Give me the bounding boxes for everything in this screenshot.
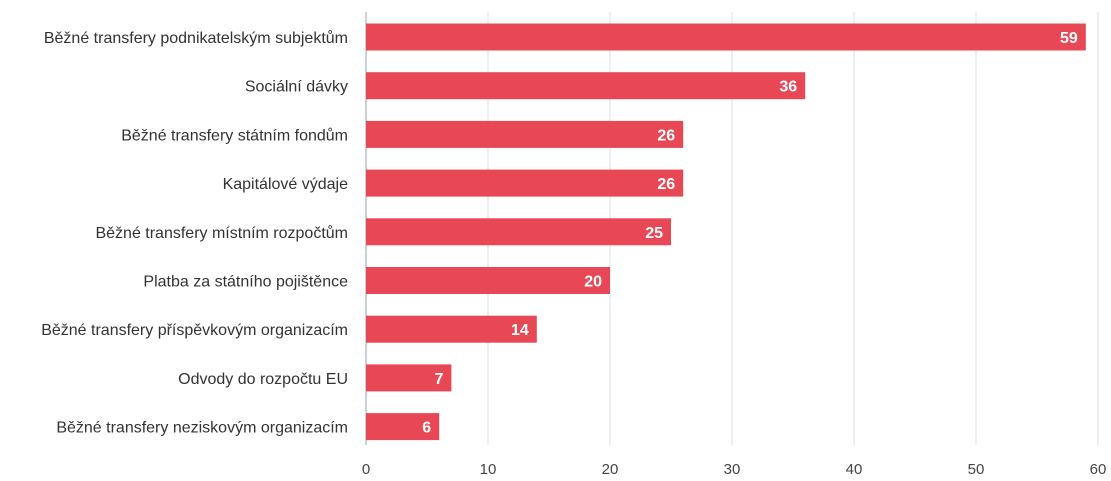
bar-2: [366, 72, 806, 100]
value-label-6: 20: [584, 274, 602, 291]
category-label-7: Běžné transfery příspěvkovým organizacím: [41, 322, 348, 339]
category-label-3: Běžné transfery státním fondům: [121, 126, 348, 144]
category-label-6: Platba za státního pojištěnce: [143, 274, 348, 291]
category-label-2: Sociální dávky: [245, 79, 348, 96]
value-label-3: 26: [657, 127, 675, 144]
x-tick-label-40: 40: [846, 461, 863, 478]
bar-5: [366, 218, 671, 246]
value-label-7: 14: [511, 322, 529, 339]
category-labels: Běžné transfery podnikatelským subjektům…: [41, 29, 348, 437]
x-tick-label-30: 30: [724, 461, 741, 478]
value-label-5: 25: [645, 225, 663, 242]
x-tick-label-0: 0: [362, 461, 370, 478]
bar-8: [366, 364, 452, 392]
bar-4: [366, 169, 684, 197]
value-label-9: 6: [422, 420, 431, 437]
bar-9: [366, 413, 440, 441]
x-tick-label-10: 10: [480, 461, 497, 478]
bars: 59 36 26 26 25 20 14 7 6: [366, 23, 1086, 441]
value-label-1: 59: [1060, 30, 1078, 47]
x-axis-ticks: 0 10 20 30 40 50 60: [362, 461, 1107, 478]
value-label-8: 7: [434, 371, 443, 388]
bar-3: [366, 120, 684, 148]
value-label-2: 36: [779, 79, 797, 96]
bar-1: [366, 23, 1086, 51]
x-tick-label-60: 60: [1090, 461, 1107, 478]
category-label-1: Běžné transfery podnikatelským subjektům: [44, 29, 348, 47]
category-label-9: Běžné transfery neziskovým organizacím: [56, 420, 348, 437]
category-label-4: Kapitálové výdaje: [223, 176, 349, 193]
bar-6: [366, 267, 610, 294]
category-label-8: Odvody do rozpočtu EU: [178, 371, 348, 388]
x-tick-label-20: 20: [602, 461, 619, 478]
value-label-4: 26: [657, 176, 675, 193]
x-tick-label-50: 50: [968, 461, 985, 478]
category-label-5: Běžné transfery místním rozpočtům: [95, 224, 348, 242]
bar-7: [366, 315, 537, 343]
